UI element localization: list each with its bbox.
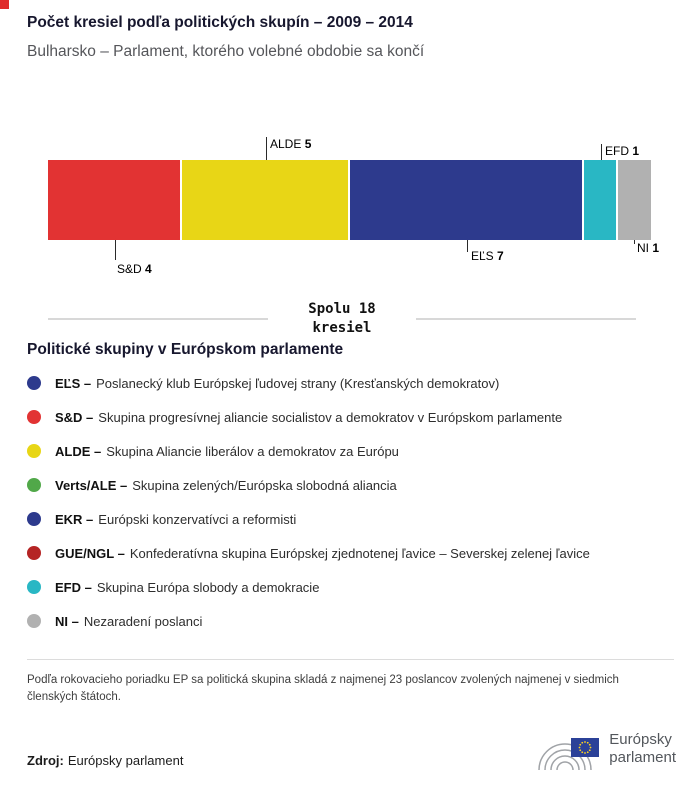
legend-item-e-s: EĽS – Poslanecký klub Európskej ľudovej s… [27,366,590,400]
ep-logo-line-1: Európsky [609,731,672,748]
footnote: Podľa rokovacieho poriadku EP sa politic… [27,674,619,703]
source-text: Európsky parlament [67,753,184,768]
callout-line-alde [266,137,267,160]
eu-flag-stars [578,741,592,754]
ep-logo: Európsky parlament [537,726,676,772]
legend-abbr: Verts/ALE – [55,477,128,493]
page-title: Počet kresiel podľa politických skupín –… [27,14,413,31]
total-seats-label: Spolu 18 kresiel [268,300,415,338]
legend-color-dot [27,614,41,628]
legend-desc: Skupina zelených/Európska slobodná alian… [132,477,397,493]
total-line-2: kresiel [312,320,372,336]
bar-segment-alde [182,160,350,240]
legend-color-dot [27,410,41,424]
legend-desc: Skupina Aliancie liberálov a demokratov … [106,443,399,459]
legend-color-dot [27,512,41,526]
total-row: Spolu 18 kresiel [48,300,636,338]
legend-abbr: S&D – [55,409,94,425]
ep-logo-line-2: parlament [609,749,676,766]
bar-segment-ni [617,160,651,240]
callout-line-e-s [467,240,468,252]
source-label: Zdroj: [27,753,64,768]
legend-abbr: EKR – [55,511,94,527]
callout-line-s-d [115,240,116,260]
legend-item-gue-ngl: GUE/NGL – Konfederatívna skupina Európske… [27,536,590,570]
callout-label-alde: ALDE 5 [270,137,312,151]
legend-color-dot [27,444,41,458]
legend-item-alde: ALDE – Skupina Aliancie liberálov a demok… [27,434,590,468]
callout-label-efd: EFD 1 [605,144,640,158]
footer-divider [27,659,674,660]
callout-line-efd [601,144,602,160]
total-line-1: Spolu 18 [308,301,376,317]
legend-color-dot [27,376,41,390]
ep-hemicycle-icon [538,738,600,771]
legend-item-efd: EFD – Skupina Európa slobody a demokracie [27,570,590,604]
legend-color-dot [27,478,41,492]
seat-distribution-chart: S&D 4 ALDE 5 EĽS 7 EFD 1 NI 1 [48,130,659,290]
bar-segment-s-d [48,160,182,240]
legend-color-dot [27,580,41,594]
eu-flag [571,738,600,757]
legend-abbr: EĽS – [55,375,92,391]
callout-label-e-s: EĽS 7 [471,249,504,263]
legend-desc: Európski konzervatívci a reformisti [98,511,297,527]
bar-segment-efd [584,160,618,240]
legend-abbr: ALDE – [55,443,102,459]
ep-logo-wordmark: Európsky parlament [609,731,676,767]
legend-desc: Nezaradení poslanci [83,613,203,629]
callout-line-ni [634,240,635,244]
legend-desc: Poslanecký klub Európskej ľudovej strany… [96,375,500,391]
bar-segment-e-s [349,160,584,240]
callout-label-s-d: S&D 4 [117,262,152,276]
callout-label-ni: NI 1 [637,241,660,255]
source-line: Zdroj: Európsky parlament [27,753,183,768]
legend-abbr: EFD – [55,579,92,595]
legend-heading: Politické skupiny v Európskom parlamente [27,341,344,358]
divider-left [48,318,269,320]
legend-abbr: NI – [55,613,79,629]
legend-item-s-d: S&D – Skupina progresívnej aliancie socia… [27,400,590,434]
legend-desc: Skupina Európa slobody a demokracie [96,579,320,595]
divider-right [415,318,636,320]
legend-item-ekr: EKR – Európski konzervatívci a reformisti [27,502,590,536]
legend-item-ni: NI – Nezaradení poslanci [27,604,590,638]
legend-abbr: GUE/NGL – [55,545,125,561]
legend-desc: Skupina progresívnej aliancie socialisto… [98,409,563,425]
legend-list: EĽS – Poslanecký klub Európskej ľudovej s… [27,366,590,638]
corner-accent-square [0,0,9,9]
page-subtitle: Bulharsko – Parlament, ktorého volebné o… [27,43,425,60]
legend-item-verts-ale: Verts/ALE – Skupina zelených/Európska slo… [27,468,590,502]
legend-desc: Konfederatívna skupina Európskej zjednot… [129,545,590,561]
stacked-bar [48,160,651,240]
legend-color-dot [27,546,41,560]
